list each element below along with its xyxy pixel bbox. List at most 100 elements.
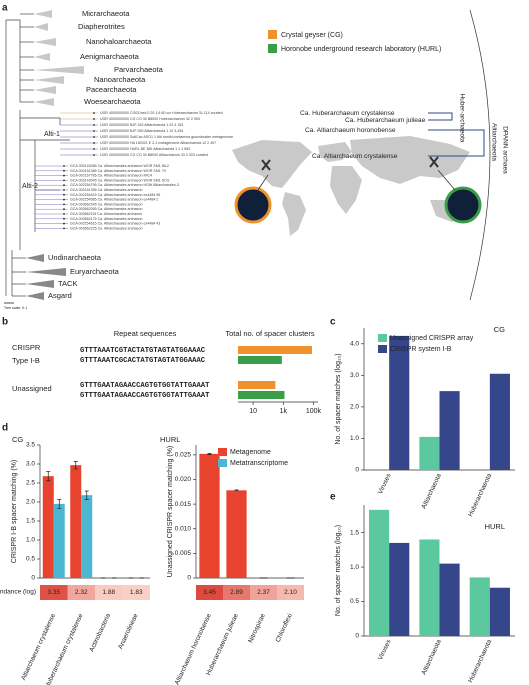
bar — [489, 587, 510, 636]
bar — [369, 509, 390, 636]
tree-node — [63, 179, 65, 182]
bar — [238, 356, 282, 364]
y-tick-label: 2.0 — [350, 404, 359, 411]
y-axis-label: Unassigned CRISPR spacer matching (%) — [167, 446, 174, 578]
leaf-label: GCA 003662345 Ca. Altiarchaeales archaeo… — [70, 202, 143, 206]
connector — [257, 174, 269, 191]
leaf-label: GCA 002254795 Ca. Altiarchaeales archaeo… — [70, 183, 179, 187]
y-tick-label: 0 — [355, 633, 359, 640]
bar — [199, 453, 220, 578]
y-tick-label: 0 — [355, 467, 359, 474]
subclade-label: Alti-2 — [22, 183, 38, 190]
clade-label: Asgard — [48, 291, 72, 300]
abundance-cell — [277, 585, 304, 600]
leaf-label: GCA 002167785 Ca. Altiarchaeales archaeo… — [70, 174, 152, 178]
leaf-label: UGR 4000000000 BJP 162 Altiarchaeota 1 0… — [100, 123, 183, 127]
tree-node — [93, 142, 95, 144]
x-tick-label: 10 — [249, 408, 257, 415]
leaf-label: GCA 002254415 Ca. Altiarchaeales archaeo… — [70, 193, 160, 197]
tree-node — [63, 193, 65, 196]
clade-triangle — [34, 76, 64, 84]
y-tick-label: 3.0 — [26, 461, 35, 468]
tree-node — [63, 213, 65, 215]
legend-swatch — [268, 30, 277, 39]
error-bar — [234, 489, 239, 492]
y-tick-label: 1.5 — [26, 518, 35, 525]
tree-node — [63, 198, 65, 201]
site-label: CG — [12, 435, 23, 444]
x-tick-label: Anaerolineae — [117, 612, 140, 650]
connector — [437, 169, 456, 191]
panel-label: e — [330, 492, 336, 503]
cg-inset — [234, 186, 272, 224]
tree-node — [63, 165, 65, 167]
abundance-cell — [95, 585, 123, 600]
leaf-label: GCA 003662115 Ca. Altiarchaeales archaeo… — [70, 212, 142, 216]
bar — [53, 503, 65, 578]
leaf-label: GCA 002254615 Ca. Altiarchaeales archaeo… — [70, 222, 160, 226]
world-map — [232, 136, 470, 236]
legend-label: Unassigned CRISPR array — [390, 335, 474, 342]
clade-label: Woesearchaeota — [84, 97, 141, 106]
y-tick-label: 0 — [187, 575, 191, 582]
highlight-label: Ca. Huberarchaeum julieae — [345, 117, 426, 124]
error-bar — [57, 498, 62, 509]
legend-label: CRISPR system I-B — [390, 346, 452, 353]
leaf-label: UGR 4000000000 BJP 250 Altiarchaeota 1 1… — [100, 129, 183, 133]
tree-node — [93, 112, 95, 114]
clade-triangle — [26, 254, 44, 262]
abundance-label: 2.89 — [230, 589, 243, 596]
clade-triangle — [34, 38, 56, 46]
tree-node — [63, 184, 65, 187]
y-tick-label: 3.5 — [26, 442, 35, 449]
x-tick-label: Nitrospirae — [247, 612, 267, 644]
clade-label: TACK — [58, 279, 77, 288]
y-tick-label: 0.020 — [175, 476, 192, 483]
bar — [238, 381, 276, 389]
clade-label: Nanoarchaeota — [94, 75, 146, 84]
clade-triangle — [34, 86, 56, 94]
tree-node — [93, 130, 95, 132]
subclade-label: Alti-1 — [44, 131, 60, 138]
y-tick-label: 1.0 — [26, 537, 35, 544]
abundance-cell — [196, 585, 223, 600]
x-tick-label: Huberarchaeota — [467, 638, 493, 684]
x-tick-label: Actinobacteria — [88, 612, 112, 653]
row-label: Type I-B — [12, 356, 40, 365]
highlight-label: Ca. Huberarchaeum crystalense — [300, 110, 395, 117]
bar — [81, 495, 93, 578]
leaf-label: UGR 4000000000 HA 180321 E 2-1 metagenom… — [100, 141, 216, 145]
x-tick-label: 100k — [306, 408, 322, 415]
dpann-arc — [469, 9, 491, 301]
bar — [419, 539, 440, 636]
error-bar — [207, 453, 212, 455]
map-marker — [261, 156, 439, 171]
abundance-label: 1.83 — [130, 589, 143, 596]
clade-label: Undinarchaeota — [48, 253, 102, 262]
row-label: Unassigned — [12, 384, 52, 393]
column-header: Total no. of spacer clusters — [225, 329, 314, 338]
x-tick-label: Altiarchaeota — [420, 472, 443, 510]
leaf-label: UGR 4000000000 HURL BE 385 Altiarchaeota… — [100, 147, 190, 151]
clade-label: Parvarchaeota — [114, 65, 164, 74]
bar — [42, 476, 54, 578]
leaf-label: GCA 003662225 Ca. Altiarchaeales archaeo… — [70, 226, 143, 230]
abundance-label: 3.35 — [47, 589, 60, 596]
bar — [489, 373, 510, 470]
y-axis-label: No. of spacer matches (log₁₀) — [335, 353, 342, 444]
x-tick-label: Viruses — [377, 472, 393, 495]
scale-label: Tree scale: 0.1 — [4, 306, 27, 310]
legend-label: Metagenome — [230, 449, 271, 456]
tree-node — [63, 174, 65, 177]
y-tick-label: 0.5 — [26, 556, 35, 563]
group-label: Huber-archaeota — [458, 94, 465, 143]
abundance-cell — [40, 585, 68, 600]
leaf-label: GCA 003151395 Ca. Altiarchaeales archaeo… — [70, 188, 143, 192]
leaf-label: GCA 003662175 Ca. Altiarchaeales archaeo… — [70, 217, 143, 221]
abundance-cell — [67, 585, 95, 600]
column-header: Repeat sequences — [114, 329, 177, 338]
tree-branch — [5, 19, 21, 296]
clade-triangle — [34, 23, 48, 31]
tree-node — [63, 189, 65, 191]
